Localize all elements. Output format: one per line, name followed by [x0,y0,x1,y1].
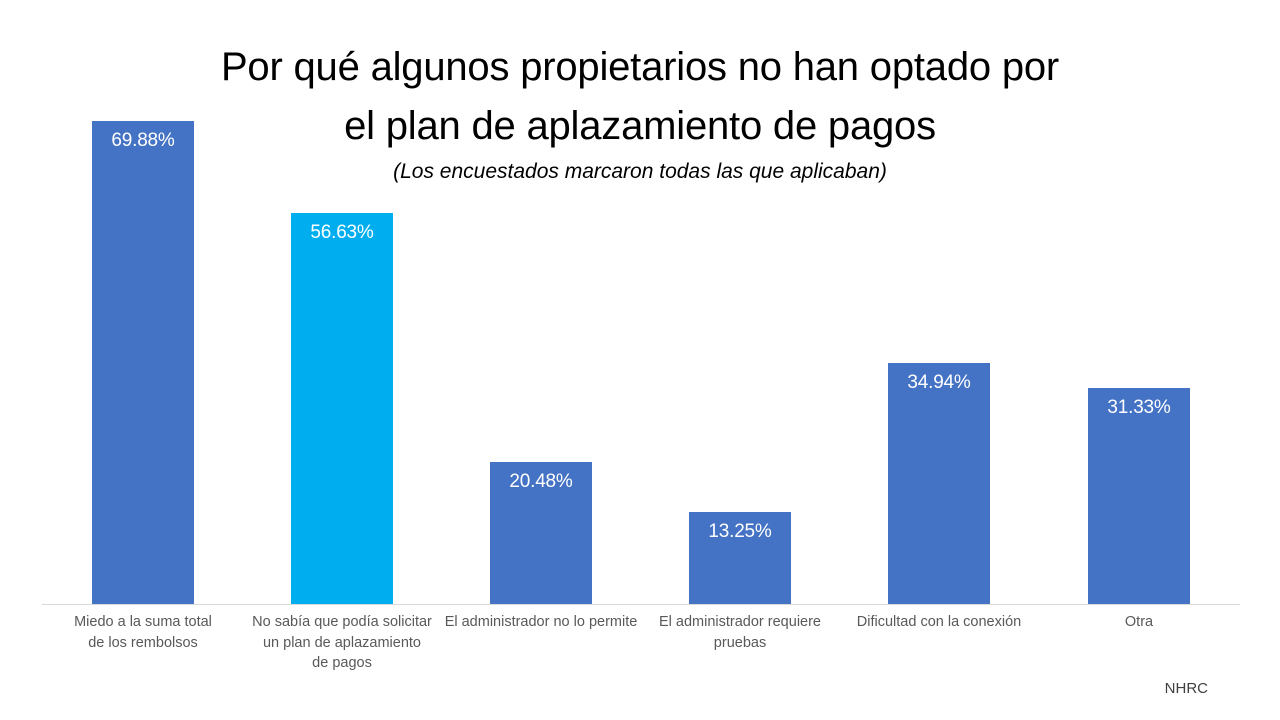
bar-data-label: 34.94% [907,372,971,393]
bar-data-label: 56.63% [310,222,374,243]
bar-data-label: 20.48% [509,471,573,492]
x-axis-line [42,604,1240,605]
bar[interactable]: 69.88% [92,121,194,604]
watermark-nhrc: NHRC [1164,680,1208,697]
bar[interactable]: 13.25% [689,512,791,604]
bar[interactable]: 56.63% [291,213,393,604]
bar[interactable]: 34.94% [888,363,990,604]
category-label: No sabía que podía solicitar un plan de … [252,614,432,672]
category-label: Dificultad con la conexión [856,614,1022,630]
category-label: El administrador requiere pruebas [659,614,821,651]
category-label: Otra [1124,614,1154,630]
bar-data-label: 31.33% [1107,397,1171,418]
category-label: El administrador no lo permite [444,614,638,630]
bar-data-label: 13.25% [708,521,772,542]
category-label: Miedo a la suma total de los rembolsos [74,614,212,651]
bar-data-label: 69.88% [111,130,175,151]
bar[interactable]: 31.33% [1088,388,1190,604]
bar[interactable]: 20.48% [490,462,592,604]
